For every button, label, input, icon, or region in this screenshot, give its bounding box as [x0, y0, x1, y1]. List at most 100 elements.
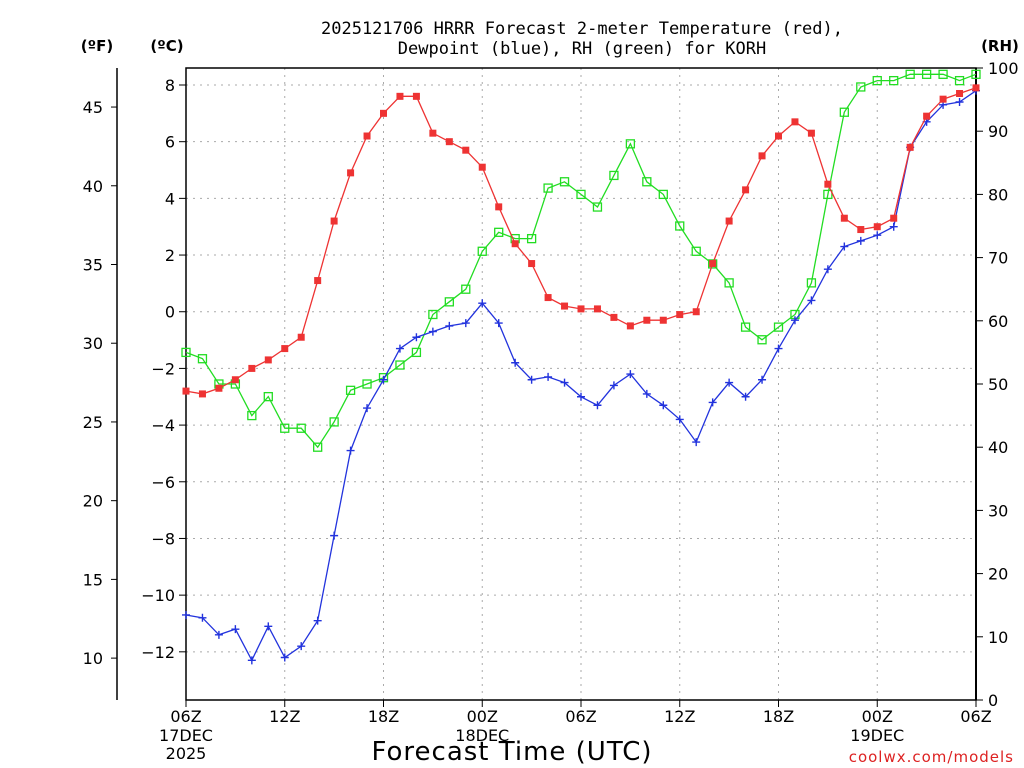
- dewpoint-point: [560, 378, 569, 387]
- temperature-point: [412, 92, 420, 100]
- temperature-point: [824, 180, 832, 188]
- temperature-point: [182, 387, 190, 395]
- rh-tick-label: 40: [988, 438, 1008, 457]
- rh-point: [576, 189, 586, 200]
- dewpoint-point: [741, 392, 750, 401]
- temperature-point: [906, 143, 914, 151]
- temperature-point: [840, 214, 848, 222]
- temperature-point: [807, 129, 815, 137]
- x-axis-title: Forecast Time (UTC): [371, 737, 652, 767]
- dewpoint-point: [182, 610, 190, 619]
- dewpoint-point: [428, 327, 437, 336]
- temperature-point: [791, 118, 799, 126]
- rh-point: [197, 354, 208, 364]
- temperature-point: [676, 311, 684, 319]
- rh-point: [362, 379, 372, 389]
- rh-point: [658, 189, 668, 200]
- rh-point: [296, 423, 306, 433]
- temperature-point: [314, 277, 322, 285]
- rh-point: [856, 82, 866, 92]
- rh-point: [773, 322, 784, 332]
- dewpoint-point: [313, 616, 322, 625]
- temperature-point: [742, 186, 750, 194]
- rh-point: [872, 75, 882, 86]
- dewpoint-point: [280, 653, 289, 662]
- time-tick-label: 00Z: [467, 707, 498, 726]
- rh-point: [526, 233, 537, 244]
- rh-point: [280, 423, 290, 433]
- title-line-2: Dewpoint (blue), RH (green) for KORH: [398, 39, 766, 59]
- rh-point: [395, 360, 405, 370]
- grid: [186, 68, 976, 700]
- rh-point: [889, 75, 899, 86]
- rh-point: [724, 278, 734, 288]
- time-tick-label: 00Z: [862, 707, 893, 726]
- dewpoint-point: [692, 438, 701, 447]
- dewpoint-point: [478, 299, 487, 308]
- fahrenheit-tick-label: 45: [83, 98, 103, 117]
- temperature-point: [758, 152, 766, 160]
- dewpoint-point: [544, 372, 553, 381]
- time-tick-label: 06Z: [960, 707, 991, 726]
- temperature-point: [544, 294, 552, 302]
- celsius-tick-label: −12: [141, 643, 175, 662]
- dewpoint-point: [642, 389, 651, 398]
- rh-point: [543, 183, 553, 193]
- temperature-point: [511, 240, 519, 248]
- dewpoint-point: [873, 231, 882, 240]
- rh-tick-label: 20: [988, 565, 1008, 584]
- temperature-point: [231, 376, 239, 384]
- fahrenheit-tick-label: 10: [83, 649, 103, 668]
- celsius-tick-label: −10: [141, 586, 175, 605]
- temperature-point: [725, 217, 733, 225]
- rh-tick-label: 80: [988, 185, 1008, 204]
- rh-line: [185, 73, 977, 449]
- fahrenheit-tick-label: 35: [83, 255, 103, 274]
- date-label: 18DEC: [455, 726, 509, 745]
- dewpoint-point: [774, 344, 783, 353]
- rh-point: [247, 410, 257, 421]
- rh-point: [181, 347, 191, 358]
- dewpoint-point: [395, 344, 404, 353]
- temperature-point: [890, 214, 898, 222]
- celsius-tick-label: 6: [165, 133, 175, 152]
- rh-point: [494, 227, 504, 237]
- rh-tick-label: 30: [988, 501, 1008, 520]
- temperature-point: [626, 322, 634, 330]
- date-label: 2025: [166, 744, 207, 763]
- time-tick-label: 06Z: [170, 707, 201, 726]
- date-label: 19DEC: [850, 726, 904, 745]
- rh-point: [263, 391, 273, 402]
- rh-point: [740, 322, 751, 332]
- dewpoint-point: [758, 375, 767, 384]
- dewpoint-point: [231, 625, 240, 634]
- dewpoint-point: [626, 370, 635, 379]
- fahrenheit-tick-label: 15: [83, 570, 103, 589]
- rh-point: [625, 139, 636, 149]
- date-label: 17DEC: [159, 726, 213, 745]
- temperature-point: [873, 223, 881, 231]
- time-tick-label: 12Z: [269, 707, 300, 726]
- dewpoint-point: [593, 401, 602, 410]
- rh-tick-label: 90: [988, 122, 1008, 141]
- temperature-point: [330, 217, 338, 225]
- time-tick-label: 18Z: [763, 707, 794, 726]
- rh-point: [559, 177, 570, 187]
- dewpoint-point: [807, 296, 816, 305]
- temperature-series: [182, 84, 980, 398]
- rh-point: [642, 177, 652, 187]
- dewpoint-point: [461, 319, 470, 328]
- dewpoint-point: [379, 375, 388, 384]
- rh-point: [345, 385, 356, 395]
- dewpoint-point: [198, 613, 207, 622]
- rh-tick-label: 100: [988, 59, 1019, 78]
- rh-point: [954, 75, 965, 86]
- temperature-point: [528, 260, 536, 268]
- chart-title: 2025121706 HRRR Forecast 2-meter Tempera…: [321, 19, 843, 59]
- rh-point: [921, 69, 932, 79]
- dewpoint-point: [840, 242, 849, 251]
- temperature-point: [248, 364, 256, 372]
- rh-point: [609, 170, 619, 181]
- temperature-point: [495, 203, 503, 211]
